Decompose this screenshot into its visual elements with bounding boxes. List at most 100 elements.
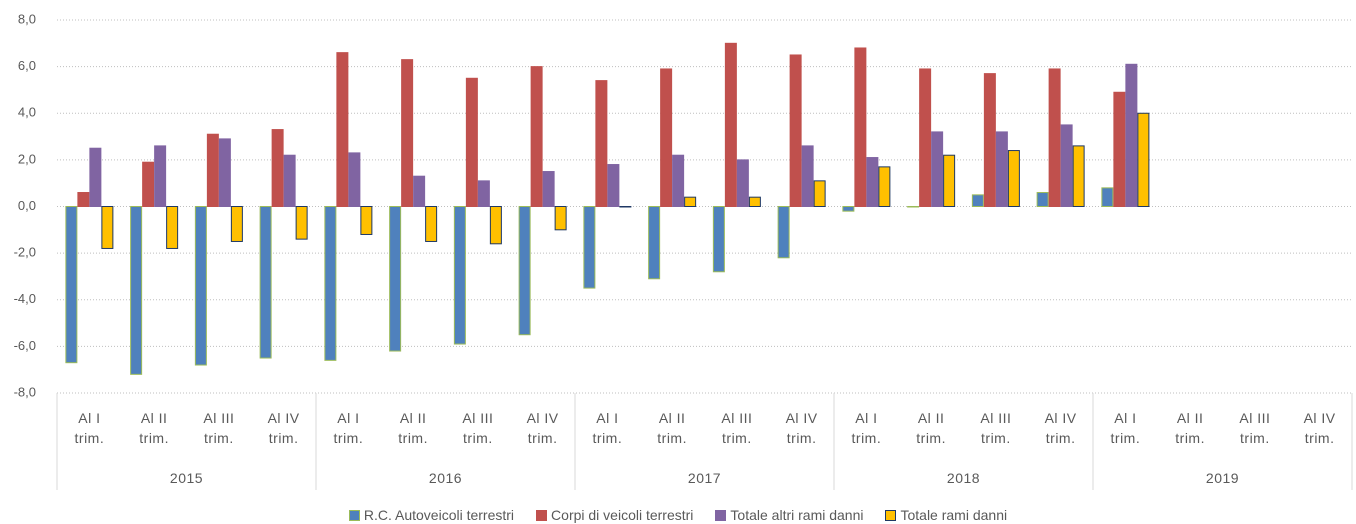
- x-tick-label: Al IV trim.: [785, 410, 818, 446]
- bar: [595, 80, 608, 207]
- bar: [1048, 68, 1061, 207]
- bar: [1113, 91, 1126, 207]
- bar: [65, 206, 78, 364]
- bar: [259, 206, 272, 359]
- bar: [866, 157, 879, 207]
- legend-label: R.C. Autoveicoli terrestri: [363, 507, 515, 523]
- bar: [413, 175, 426, 208]
- y-tick-label: 2,0: [18, 151, 36, 166]
- bar: [194, 206, 207, 366]
- year-label: 2015: [169, 470, 204, 486]
- y-tick-label: 0,0: [18, 198, 36, 213]
- bar: [789, 54, 802, 207]
- legend-swatch: [536, 509, 548, 521]
- bar: [712, 206, 725, 273]
- y-tick-label: -8,0: [14, 384, 36, 399]
- bar: [130, 206, 143, 375]
- bar: [672, 154, 685, 207]
- bar: [1137, 112, 1150, 207]
- x-tick-label: Al I trim.: [333, 410, 364, 446]
- y-tick-label: -2,0: [14, 245, 36, 260]
- bar: [660, 68, 673, 207]
- bar: [1072, 145, 1085, 207]
- bar: [1101, 187, 1114, 208]
- bar: [489, 206, 502, 245]
- bar: [684, 196, 697, 208]
- bar: [101, 206, 114, 249]
- bar: [542, 171, 555, 207]
- bar: [724, 42, 737, 207]
- bar: [1036, 192, 1049, 207]
- legend: R.C. Autoveicoli terrestri Corpi di veico…: [0, 507, 1356, 523]
- bar: [854, 47, 867, 207]
- bar: [842, 206, 855, 212]
- bar: [271, 129, 284, 208]
- year-label: 2017: [687, 470, 722, 486]
- bar: [995, 131, 1008, 207]
- bar: [983, 73, 996, 208]
- x-tick-label: Al IV trim.: [267, 410, 300, 446]
- bar: [777, 206, 790, 259]
- bar: [1060, 124, 1073, 207]
- legend-label: Corpi di veicoli terrestri: [551, 507, 694, 523]
- bar: [206, 133, 219, 207]
- x-tick-label: Al III trim.: [203, 410, 235, 446]
- bar: [360, 206, 373, 235]
- bar: [1007, 150, 1020, 208]
- bar: [619, 206, 632, 208]
- year-label: 2018: [946, 470, 981, 486]
- bar: [389, 206, 402, 352]
- bar: [518, 206, 531, 336]
- legend-item: R.C. Autoveicoli terrestri: [348, 507, 515, 523]
- legend-label: Totale rami danni: [900, 507, 1008, 523]
- bar: [943, 154, 956, 207]
- bar: [648, 206, 661, 280]
- x-tick-label: Al II trim.: [657, 410, 687, 446]
- bar: [324, 206, 337, 361]
- year-label: 2019: [1205, 470, 1240, 486]
- bar: [748, 196, 761, 208]
- y-tick-label: -4,0: [14, 291, 36, 306]
- x-tick-label: Al II trim.: [398, 410, 428, 446]
- legend-swatch: [715, 509, 727, 521]
- bar: [89, 147, 102, 207]
- year-label: 2016: [428, 470, 463, 486]
- bar: [971, 194, 984, 207]
- bar: [919, 68, 932, 207]
- bar: [295, 206, 308, 240]
- x-tick-label: Al IV trim.: [526, 410, 559, 446]
- legend-swatch: [348, 509, 360, 521]
- bar: [166, 206, 179, 249]
- bar: [878, 166, 891, 207]
- x-tick-label: Al II trim.: [1175, 410, 1205, 446]
- bar: [465, 77, 478, 207]
- x-tick-label: Al III trim.: [980, 410, 1012, 446]
- bar: [336, 52, 349, 208]
- bar: [477, 180, 490, 207]
- x-tick-label: Al I trim.: [592, 410, 623, 446]
- x-tick-label: Al II trim.: [916, 410, 946, 446]
- bar: [931, 131, 944, 207]
- bar: [401, 59, 414, 207]
- x-tick-label: Al III trim.: [462, 410, 494, 446]
- bar: [425, 206, 438, 242]
- legend-item: Corpi di veicoli terrestri: [536, 507, 693, 523]
- bar: [554, 206, 567, 231]
- x-tick-label: Al II trim.: [139, 410, 169, 446]
- bar: [154, 145, 167, 207]
- x-tick-label: Al III trim.: [1239, 410, 1271, 446]
- bar: [230, 206, 243, 242]
- bar: [530, 66, 543, 207]
- x-tick-label: Al I trim.: [74, 410, 105, 446]
- bar: [907, 206, 920, 208]
- x-tick-label: Al I trim.: [851, 410, 882, 446]
- y-tick-label: 6,0: [18, 58, 36, 73]
- x-tick-label: Al III trim.: [721, 410, 753, 446]
- x-tick-label: Al I trim.: [1110, 410, 1141, 446]
- bar: [142, 161, 155, 208]
- bar: [77, 192, 90, 207]
- bar: [218, 138, 231, 207]
- bar: [801, 145, 814, 207]
